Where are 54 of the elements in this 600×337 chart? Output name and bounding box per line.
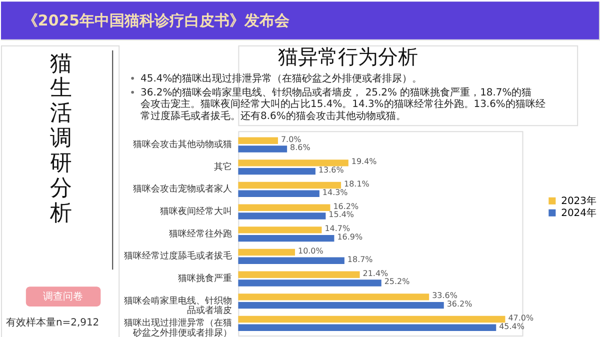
data-label: 14.7% [324, 224, 350, 234]
bar [238, 248, 296, 256]
data-label: 36.2% [446, 299, 473, 308]
y-tick-label: 猫咪夜间经常大叫 [160, 206, 232, 217]
data-label: 10.0% [298, 246, 324, 256]
bar [238, 182, 342, 189]
y-tick-label: 其它 [214, 161, 232, 172]
bar [238, 168, 316, 175]
bar [238, 226, 322, 234]
data-label: 21.4% [362, 268, 389, 278]
y-tick-label: 猫咪会攻击其他动物或猫 [133, 138, 232, 150]
data-label: 8.6% [290, 143, 311, 152]
legend-label: 2023年 [561, 194, 596, 207]
data-label: 15.4% [328, 210, 354, 220]
bar [238, 160, 348, 166]
bar [238, 257, 344, 264]
data-label: 16.9% [337, 232, 363, 242]
bar [238, 146, 288, 152]
bar [238, 294, 430, 300]
bar [238, 212, 326, 220]
data-label: 18.1% [344, 179, 370, 188]
bar [238, 204, 330, 211]
bar [238, 316, 506, 323]
data-label: 16.2% [333, 202, 359, 211]
y-tick-label: 猫咪会啃家里电线、针织物品或者墙皮 [124, 295, 232, 316]
bar [238, 137, 278, 144]
data-label: 18.7% [347, 254, 374, 264]
text: 45.4%的猫咪出现过排泄异常（在猫砂盆之外排便或者排尿）。 [140, 72, 422, 84]
bar [238, 271, 360, 278]
data-label: 7.0% [280, 134, 302, 144]
text: 36.2%的猫咪会啃家里电线、针织物品或者墙皮， 25.2% 的猫咪挑食严重，18.7%的猫会攻击宠主。猫咪夜间经常大叫的占比15.4%。14.3%的猫咪经常往外跑。13.6%的猫咪经常过度舔毛或者拔毛。还有8.6%的猫会攻击其他动物或猫。 [140, 86, 546, 122]
y-tick-label: 猫咪经常过度舔毛或者拔毛 [124, 250, 232, 262]
data-label: 25.2% [384, 277, 410, 286]
data-label: 13.6% [318, 165, 344, 174]
data-label: 19.4% [351, 157, 378, 166]
text: 有效样本量n=2,912 [6, 316, 100, 328]
data-label: 33.6% [432, 291, 458, 300]
data-label: 45.4% [499, 322, 525, 331]
chart-subtitle: 猫异常行为分析 [278, 45, 418, 68]
legend-label: 2024年 [561, 206, 596, 219]
text: 调查问卷 [42, 290, 83, 303]
bar [238, 280, 382, 286]
y-tick-label: 猫咪出现过排泄异常（在猫砂盆之外排便或者排尿） [124, 318, 232, 337]
bar [238, 302, 444, 309]
bar [238, 324, 496, 331]
data-label: 14.3% [322, 188, 348, 197]
y-tick-label: 猫咪会攻击宠物或者家人 [133, 184, 232, 195]
data-label: 47.0% [508, 313, 534, 322]
y-tick-label: 猫咪经常往外跑 [169, 228, 232, 240]
text: 猫生活调研分析 [48, 51, 72, 226]
bar [238, 234, 334, 242]
chart-title: 《2025年中国猫科诊疗白皮书》发布会 [22, 11, 290, 30]
y-tick-label: 猫咪挑食严重 [178, 272, 232, 284]
bar [238, 190, 320, 198]
